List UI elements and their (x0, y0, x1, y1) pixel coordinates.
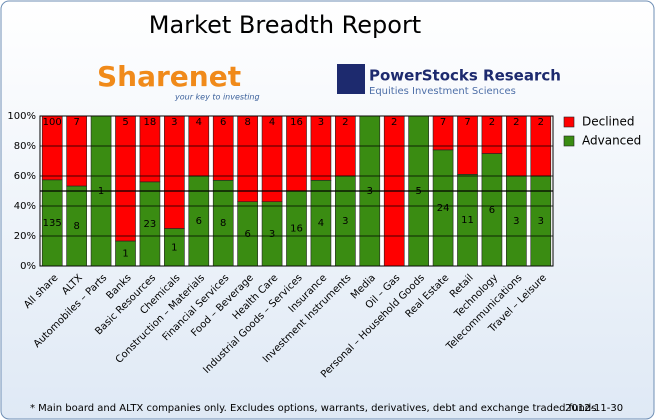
bar-segment (164, 115, 185, 229)
logo-right: PowerStocks Research Equities Investment… (337, 64, 561, 97)
data-label: 2 (489, 117, 495, 128)
data-label: 8 (220, 218, 226, 229)
data-label: 4 (269, 117, 275, 128)
data-label: 7 (464, 117, 470, 128)
legend-label: Declined (582, 115, 635, 129)
legend-label: Advanced (582, 134, 641, 148)
bar-segment (115, 115, 136, 242)
y-tick-label: 20% (14, 231, 36, 242)
data-label: 2 (513, 117, 519, 128)
data-label: 7 (440, 117, 446, 128)
y-tick-label: 0% (20, 261, 36, 272)
data-label: 2 (391, 117, 397, 128)
logo-tagline: Equities Investment Sciences (369, 86, 516, 97)
bar-segment (237, 115, 258, 203)
data-label: 100 (43, 117, 62, 128)
date: 2012-11-30 (565, 403, 623, 414)
data-label: 7 (73, 117, 79, 128)
y-tick-label: 100% (7, 111, 36, 122)
data-label: 3 (269, 229, 275, 240)
logo-icon (337, 64, 365, 94)
data-label: 5 (122, 117, 128, 128)
footnote: * Main board and ALTX companies only. Ex… (30, 403, 596, 414)
data-label: 4 (318, 218, 324, 229)
logo-left: Sharenet your key to investing (97, 60, 260, 102)
legend-swatch (563, 135, 575, 147)
data-label: 18 (144, 117, 157, 128)
data-label: 2 (342, 117, 348, 128)
data-label: 2 (538, 117, 544, 128)
data-label: 6 (244, 229, 250, 240)
data-label: 3 (318, 117, 324, 128)
data-label: 8 (244, 117, 250, 128)
data-label: 3 (342, 216, 348, 227)
data-label: 4 (196, 117, 202, 128)
data-label: 6 (489, 205, 495, 216)
data-label: 3 (538, 216, 544, 227)
y-tick-label: 60% (14, 171, 36, 182)
data-label: 6 (196, 216, 202, 227)
data-label: 1 (122, 249, 128, 260)
data-label: 11 (461, 215, 474, 226)
logo-tagline: your key to investing (174, 93, 260, 102)
data-label: 135 (43, 218, 62, 229)
data-label: 3 (513, 216, 519, 227)
data-label: 16 (290, 117, 303, 128)
y-tick-label: 40% (14, 201, 36, 212)
data-label: 3 (171, 117, 177, 128)
data-label: 16 (290, 224, 303, 235)
bar-segment (261, 115, 283, 203)
data-label: 1 (171, 242, 177, 253)
y-tick-label: 80% (14, 141, 36, 152)
data-label: 24 (437, 203, 450, 214)
data-label: 6 (220, 117, 226, 128)
logo-text: Sharenet (97, 60, 241, 93)
logo-text: PowerStocks Research (369, 67, 561, 85)
data-label: 8 (73, 221, 79, 232)
legend-swatch (563, 116, 575, 128)
data-label: 23 (144, 219, 157, 230)
chart-title: Market Breadth Report (149, 11, 421, 39)
